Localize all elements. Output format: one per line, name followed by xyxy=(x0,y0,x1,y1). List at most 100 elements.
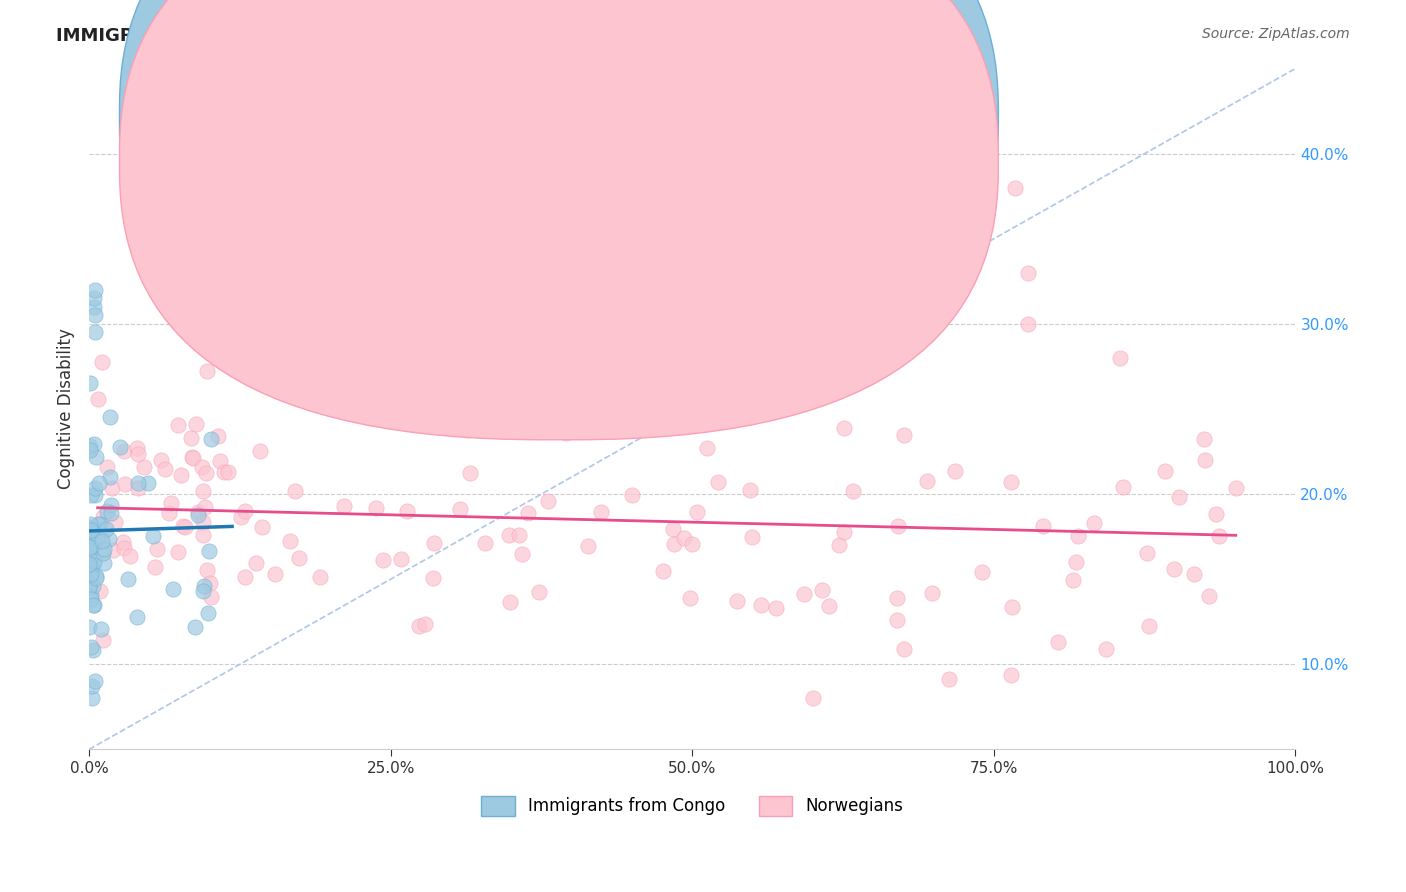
Point xyxy=(79,522,101,536)
Point xyxy=(90,623,112,637)
Point xyxy=(828,538,851,552)
Point xyxy=(84,326,107,340)
Point xyxy=(893,427,915,442)
Point xyxy=(91,632,114,647)
Point xyxy=(167,545,190,559)
Point xyxy=(620,487,643,501)
Point xyxy=(90,534,112,549)
Point xyxy=(84,283,107,297)
Point xyxy=(280,534,302,549)
Point xyxy=(79,519,101,533)
Point xyxy=(765,601,787,615)
Point xyxy=(183,450,205,465)
Text: IMMIGRANTS FROM CONGO VS NORWEGIAN COGNITIVE DISABILITY CORRELATION CHART: IMMIGRANTS FROM CONGO VS NORWEGIAN COGNI… xyxy=(56,27,956,45)
Point xyxy=(79,516,101,531)
Point xyxy=(96,504,118,518)
Point xyxy=(153,462,176,476)
Point xyxy=(79,588,101,602)
Point xyxy=(160,496,183,510)
Point xyxy=(555,425,578,440)
Point xyxy=(662,522,685,536)
Point xyxy=(93,556,115,570)
Point xyxy=(1208,529,1230,543)
Point xyxy=(79,566,101,581)
Point xyxy=(83,300,105,314)
Point xyxy=(456,423,478,437)
Point xyxy=(91,510,114,524)
Point xyxy=(83,436,105,450)
Point xyxy=(83,598,105,612)
Point xyxy=(366,501,388,516)
Text: R =   0.211   N =  78: R = 0.211 N = 78 xyxy=(591,112,800,129)
Point xyxy=(80,538,103,552)
Point xyxy=(917,474,939,488)
Point xyxy=(94,522,117,536)
Point xyxy=(673,532,696,546)
Point xyxy=(1137,619,1160,633)
Point xyxy=(198,544,221,558)
Point xyxy=(181,450,204,464)
Point xyxy=(499,595,522,609)
Point xyxy=(389,551,412,566)
Point xyxy=(172,519,194,533)
Point xyxy=(127,610,149,624)
Point xyxy=(84,309,107,323)
Point xyxy=(191,527,214,541)
Point xyxy=(413,616,436,631)
Point xyxy=(893,642,915,657)
Point xyxy=(1225,481,1247,495)
Point xyxy=(200,432,222,446)
Point xyxy=(80,640,103,655)
Point xyxy=(194,500,217,514)
Point xyxy=(423,536,446,550)
Text: R = -0.095   N = 144: R = -0.095 N = 144 xyxy=(591,156,790,174)
Point xyxy=(1047,635,1070,649)
Point xyxy=(80,523,103,537)
Point xyxy=(167,417,190,432)
Point xyxy=(77,544,100,558)
Point xyxy=(79,581,101,595)
Point xyxy=(79,540,101,554)
Point xyxy=(79,565,101,579)
Point xyxy=(125,441,148,455)
Point xyxy=(80,591,103,606)
Point xyxy=(79,376,101,391)
Point xyxy=(887,518,910,533)
Point xyxy=(1153,464,1175,478)
Point xyxy=(537,493,560,508)
Point xyxy=(516,506,538,520)
Point xyxy=(82,578,104,592)
Point xyxy=(408,619,430,633)
Point xyxy=(80,679,103,693)
Point xyxy=(191,484,214,499)
Point xyxy=(1000,475,1022,490)
Point xyxy=(249,443,271,458)
Point xyxy=(709,393,731,408)
Point xyxy=(101,543,124,558)
Point xyxy=(149,453,172,467)
Point xyxy=(212,466,235,480)
Point xyxy=(98,409,121,424)
Point xyxy=(184,417,207,432)
Point xyxy=(91,546,114,560)
Point xyxy=(725,593,748,607)
Point xyxy=(127,481,149,495)
Point xyxy=(498,528,520,542)
Point xyxy=(80,567,103,582)
Point xyxy=(508,528,530,542)
Point xyxy=(288,551,311,566)
Point xyxy=(157,506,180,520)
Point xyxy=(117,572,139,586)
Point xyxy=(589,505,612,519)
Point xyxy=(83,537,105,551)
Point xyxy=(193,583,215,598)
Point xyxy=(170,467,193,482)
Point xyxy=(79,578,101,592)
Legend: Immigrants from Congo, Norwegians: Immigrants from Congo, Norwegians xyxy=(475,789,910,822)
Point xyxy=(197,606,219,620)
Point xyxy=(193,516,215,530)
Point xyxy=(231,509,253,524)
Point xyxy=(1000,668,1022,682)
Point xyxy=(79,443,101,458)
Point xyxy=(200,590,222,604)
